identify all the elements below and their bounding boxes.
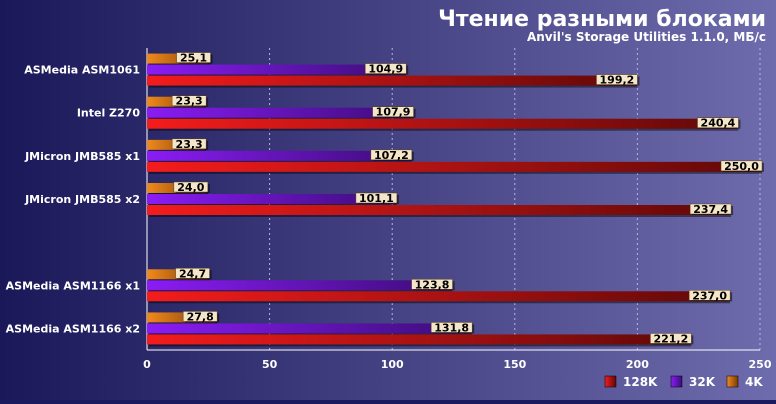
value-label: 23,3	[176, 138, 203, 151]
value-label-box	[176, 52, 211, 63]
category-label: ASMedia ASM1166 x1	[6, 279, 140, 292]
value-label-box	[370, 149, 413, 161]
bar-128k	[147, 118, 737, 129]
value-label: 104,9	[368, 63, 403, 76]
bar-128k	[147, 291, 729, 302]
value-label-box	[720, 160, 763, 172]
value-label-box	[697, 117, 739, 128]
legend-label: 32K	[689, 375, 716, 389]
value-label: 237,0	[692, 289, 727, 302]
category-label: ASMedia ASM1061	[24, 64, 140, 77]
bar-32k	[147, 150, 410, 161]
legend: 128K 32K 4K	[604, 375, 763, 389]
x-tick-label: 200	[626, 358, 649, 371]
value-label: 25,1	[180, 52, 207, 65]
category-label: JMicron JMB585 x1	[24, 150, 140, 163]
legend-label: 4K	[745, 375, 763, 389]
x-tick-label: 150	[503, 358, 526, 371]
value-label-box	[650, 333, 692, 344]
value-label: 27,8	[187, 310, 214, 323]
bar-32k	[147, 323, 471, 334]
bar-4k	[147, 312, 216, 323]
x-tick-label: 100	[381, 358, 404, 371]
value-label: 23,3	[176, 95, 203, 108]
value-label-box	[689, 203, 732, 215]
x-tick-label: 0	[143, 358, 151, 371]
bar-128k	[147, 205, 730, 215]
bar-128k	[147, 161, 760, 172]
legend-swatch-4k	[726, 375, 739, 388]
value-label: 24,7	[179, 267, 206, 280]
category-label: Intel Z270	[77, 107, 141, 120]
value-label-box	[430, 322, 473, 333]
chart-title: Чтение разными блоками	[438, 7, 766, 32]
value-label-box	[364, 63, 407, 74]
bar-32k	[147, 64, 405, 75]
legend-swatch-32k	[670, 375, 683, 388]
value-label-box	[355, 192, 398, 204]
value-label: 237,4	[693, 203, 728, 216]
bar-128k	[147, 334, 690, 345]
chart-subtitle: Anvil's Storage Utilities 1.1.0, МБ/с	[527, 30, 766, 44]
category-label: JMicron JMB585 x2	[24, 193, 140, 206]
value-label-box	[596, 74, 638, 85]
value-label-box	[171, 138, 207, 150]
value-label: 123,8	[415, 278, 450, 291]
value-label: 250,0	[724, 160, 759, 173]
legend-label: 128K	[623, 375, 658, 389]
category-label: ASMedia ASM1166 x2	[6, 322, 140, 335]
x-tick-label: 250	[749, 358, 772, 371]
value-label: 24,0	[177, 181, 204, 194]
value-label: 107,9	[376, 106, 411, 119]
value-label-box	[173, 181, 209, 193]
bar-32k	[147, 194, 395, 204]
labels-layer: 0 50 100 150 200 250 ASMedia ASM1061 25,1 104,9 1…	[6, 52, 772, 371]
value-label: 240,4	[701, 117, 736, 130]
bar-32k	[147, 280, 451, 291]
value-label-box	[175, 268, 210, 279]
value-label-box	[182, 311, 218, 322]
legend-swatch-128k	[604, 375, 617, 388]
value-label: 221,2	[653, 332, 688, 345]
value-label-box	[372, 106, 414, 117]
value-label-box	[171, 95, 207, 106]
bar-32k	[147, 107, 412, 118]
value-label: 131,8	[434, 321, 469, 334]
value-label-box	[411, 279, 453, 290]
x-tick-label: 50	[262, 358, 278, 371]
value-label-box	[688, 290, 731, 301]
bar-128k	[147, 75, 636, 86]
value-label: 107,2	[374, 149, 409, 162]
value-label: 101,1	[359, 192, 394, 205]
value-label: 199,2	[600, 74, 635, 87]
